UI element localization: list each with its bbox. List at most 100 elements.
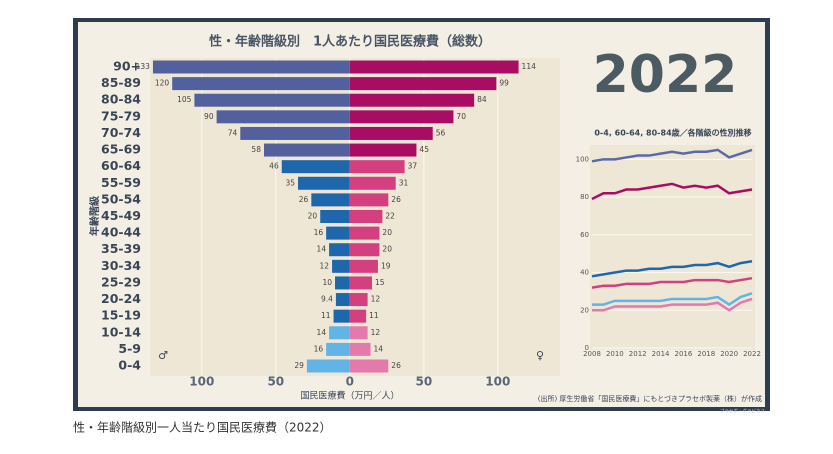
value-label: 14 xyxy=(317,245,327,254)
bar xyxy=(349,226,380,240)
value-label: 20 xyxy=(308,212,318,221)
y-tick-label: 20 xyxy=(580,306,589,314)
y-tick-label: 0 xyxy=(585,344,589,352)
line-series xyxy=(591,182,753,201)
inset-plot-area xyxy=(590,145,755,350)
bar xyxy=(349,60,519,74)
value-label: 14 xyxy=(374,344,384,353)
value-label: 20 xyxy=(382,245,392,254)
category-label: 45-49 xyxy=(101,208,141,223)
bar xyxy=(349,176,396,190)
value-label: 114 xyxy=(522,62,537,71)
category-label: 35-39 xyxy=(101,241,141,256)
bar xyxy=(349,342,371,356)
category-label: 20-24 xyxy=(101,291,141,306)
x-tick-label: 2014 xyxy=(652,350,670,358)
bar xyxy=(326,342,350,356)
bar xyxy=(335,293,350,307)
line-series xyxy=(591,276,753,289)
value-label: 12 xyxy=(320,261,330,270)
category-label: 30-34 xyxy=(101,258,141,273)
value-label: 12 xyxy=(371,295,381,304)
bar xyxy=(349,326,368,340)
x-axis-label: 国民医療費（万円／人） xyxy=(300,390,399,402)
bar xyxy=(349,110,454,124)
bar xyxy=(335,276,350,290)
bar xyxy=(326,226,350,240)
value-label: 56 xyxy=(436,128,446,137)
category-label: 5-9 xyxy=(118,341,141,356)
y-axis-label: 年齢階級 xyxy=(88,196,101,236)
category-label: 40-44 xyxy=(101,225,141,240)
x-tick-label: 2022 xyxy=(743,350,761,358)
category-label: 75-79 xyxy=(101,108,141,123)
bar xyxy=(298,176,350,190)
category-label: 25-29 xyxy=(101,274,141,289)
x-tick-label: 2012 xyxy=(629,350,647,358)
category-label: 80-84 xyxy=(101,92,141,107)
value-label: 29 xyxy=(294,361,304,370)
value-label: 11 xyxy=(369,311,379,320)
category-label: 60-64 xyxy=(101,158,141,173)
x-tick-label: 50 xyxy=(415,375,432,389)
bar xyxy=(349,210,383,223)
line-series xyxy=(591,259,753,278)
value-label: 14 xyxy=(317,328,327,337)
bar xyxy=(349,259,378,273)
line-series xyxy=(592,297,753,312)
x-tick-label: 2018 xyxy=(697,350,715,358)
value-label: 12 xyxy=(371,328,381,337)
bar xyxy=(240,126,350,140)
value-label: 16 xyxy=(314,344,324,353)
bar xyxy=(216,110,350,124)
bar xyxy=(332,259,350,273)
value-label: 26 xyxy=(391,361,401,370)
caption: 性・年齢階級別一人当たり国民医療費（2022） xyxy=(73,420,332,435)
chart-title: 性・年齢階級別 1人あたり国民医療費（総数） xyxy=(209,34,491,50)
value-label: 26 xyxy=(391,195,401,204)
value-label: 70 xyxy=(456,112,466,121)
bar xyxy=(306,359,350,373)
value-label: 19 xyxy=(381,261,391,270)
value-label: 22 xyxy=(385,212,395,221)
value-label: 84 xyxy=(477,95,487,104)
x-tick-label: 2010 xyxy=(606,350,624,358)
inset-title: 0-4, 60-64, 80-84歳／各階級の性別推移 xyxy=(594,128,751,138)
category-label: 10-14 xyxy=(101,324,141,339)
value-label: 11 xyxy=(321,311,331,320)
bar xyxy=(349,243,380,257)
bar xyxy=(349,293,368,307)
value-label: 10 xyxy=(322,278,332,287)
category-label: 65-69 xyxy=(101,142,141,157)
y-tick-label: 60 xyxy=(580,231,589,239)
y-tick-label: 40 xyxy=(580,269,589,277)
bar xyxy=(349,93,475,107)
source: (出所) 厚生労働省「国民医療費」にもとづきプラセボ製薬（株）が作成 xyxy=(538,394,762,403)
category-label: 90+ xyxy=(113,59,141,74)
bar xyxy=(349,126,433,140)
value-label: 120 xyxy=(155,79,170,88)
year-annotation: 2022 xyxy=(593,45,738,105)
value-label: 46 xyxy=(269,162,279,171)
bar xyxy=(349,309,367,323)
value-label: 37 xyxy=(408,162,418,171)
value-label: 31 xyxy=(399,178,409,187)
value-label: 15 xyxy=(375,278,385,287)
value-label: 16 xyxy=(314,228,324,237)
value-label: 45 xyxy=(419,145,429,154)
bar xyxy=(329,243,350,257)
category-label: 50-54 xyxy=(101,191,141,206)
bar xyxy=(349,160,405,174)
x-tick-label: 0 xyxy=(346,375,354,389)
bar xyxy=(349,143,417,157)
value-label: 26 xyxy=(299,195,309,204)
value-label: 90 xyxy=(204,112,214,121)
bar xyxy=(194,93,350,107)
y-tick-label: 100 xyxy=(576,155,589,163)
value-label: 9.4 xyxy=(321,295,333,304)
value-label: 105 xyxy=(177,95,192,104)
bar xyxy=(281,160,350,174)
value-label: 20 xyxy=(382,228,392,237)
male-symbol: ♂ xyxy=(158,349,168,362)
